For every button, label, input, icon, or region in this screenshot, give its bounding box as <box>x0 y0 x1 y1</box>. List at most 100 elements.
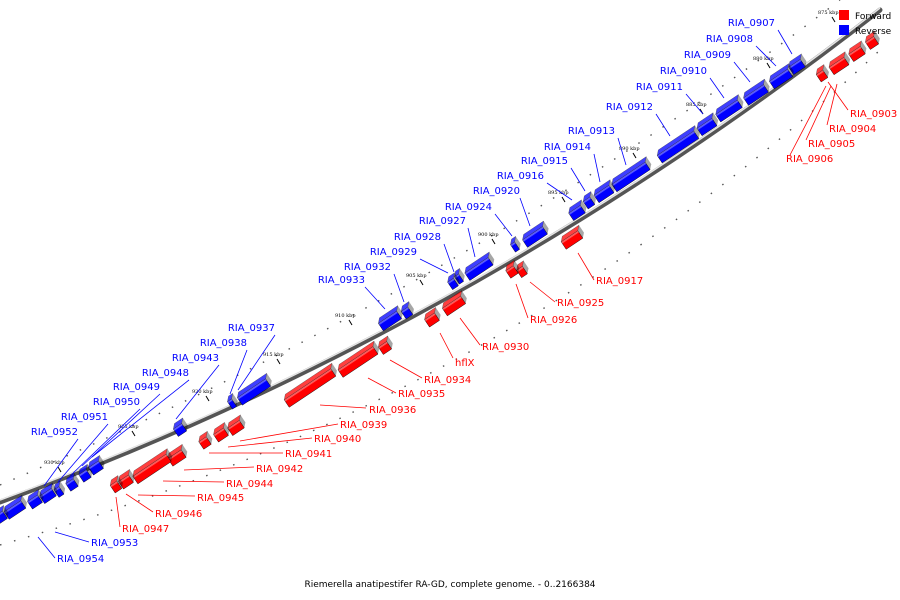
gene-label-ria-0944[interactable]: RIA_0944 <box>226 479 273 490</box>
reverse-gene-block-24[interactable] <box>52 480 68 498</box>
gene-label-hflx[interactable]: hflX <box>455 358 475 369</box>
reverse-gene-block-26[interactable] <box>25 489 46 510</box>
gene-label-ria-0910[interactable]: RIA_0910 <box>660 66 707 77</box>
gene-label-ria-0939[interactable]: RIA_0939 <box>340 420 387 431</box>
gene-label-ria-0951[interactable]: RIA_0951 <box>61 412 108 423</box>
forward-gene-block-3[interactable] <box>827 51 853 76</box>
gene-label-ria-0912[interactable]: RIA_0912 <box>606 102 653 113</box>
reverse-gene-block-17[interactable] <box>376 305 405 332</box>
gene-label-ria-0920[interactable]: RIA_0920 <box>473 186 520 197</box>
forward-gene-block-13[interactable] <box>225 414 247 436</box>
reverse-gene-block-27[interactable] <box>2 494 29 520</box>
forward-gene-block-18[interactable] <box>116 469 137 490</box>
gene-label-ria-0948[interactable]: RIA_0948 <box>142 368 189 379</box>
gene-label-ria-0938[interactable]: RIA_0938 <box>200 338 247 349</box>
reverse-gene-block-1[interactable] <box>786 53 808 75</box>
gene-label-ria-0916[interactable]: RIA_0916 <box>497 171 544 182</box>
gene-label-ria-0934[interactable]: RIA_0934 <box>424 375 471 386</box>
gene-label-ria-0936[interactable]: RIA_0936 <box>369 405 416 416</box>
forward-gene-block-4[interactable] <box>814 64 831 83</box>
gene-label-ria-0935[interactable]: RIA_0935 <box>398 389 445 400</box>
gene-label-ria-0904[interactable]: RIA_0904 <box>829 124 876 135</box>
reverse-gene-block-22[interactable] <box>77 463 95 483</box>
gene-label-ria-0947[interactable]: RIA_0947 <box>122 524 169 535</box>
forward-gene-block-5[interactable] <box>559 224 586 250</box>
gene-label-ria-0913[interactable]: RIA_0913 <box>568 126 615 137</box>
gene-label-ria-0907[interactable]: RIA_0907 <box>728 18 775 29</box>
reverse-gene-block-14[interactable] <box>452 267 467 285</box>
forward-gene-block-16[interactable] <box>166 443 190 467</box>
reverse-gene-block-25[interactable] <box>37 482 59 504</box>
gene-label-ria-0906[interactable]: RIA_0906 <box>786 154 833 165</box>
gene-label-ria-0953[interactable]: RIA_0953 <box>91 538 138 549</box>
gene-label-ria-0925[interactable]: RIA_0925 <box>557 298 604 309</box>
gene-label-ria-0905[interactable]: RIA_0905 <box>808 139 855 150</box>
gene-label-ria-0945[interactable]: RIA_0945 <box>197 493 244 504</box>
reverse-gene-block-16[interactable] <box>399 301 416 320</box>
gene-label-ria-0917[interactable]: RIA_0917 <box>596 276 643 287</box>
reverse-gene-block-15[interactable] <box>445 272 461 290</box>
gene-label-ria-0954[interactable]: RIA_0954 <box>57 554 104 565</box>
gene-label-ria-0940[interactable]: RIA_0940 <box>314 434 361 445</box>
gene-label-ria-0926[interactable]: RIA_0926 <box>530 315 577 326</box>
gene-label-ria-0914[interactable]: RIA_0914 <box>544 142 591 153</box>
gene-label-ria-0903[interactable]: RIA_0903 <box>850 109 897 120</box>
reverse-gene-block-28[interactable] <box>0 505 11 526</box>
gene-label-ria-0909[interactable]: RIA_0909 <box>684 50 731 61</box>
forward-gene-block-17[interactable] <box>131 448 175 485</box>
forward-gene-block-10[interactable] <box>376 335 395 355</box>
forward-gene-block-15[interactable] <box>197 430 215 450</box>
reverse-gene-block-19[interactable] <box>225 392 240 410</box>
forward-gene-block-9[interactable] <box>440 290 469 317</box>
reverse-gene-block-4[interactable] <box>713 94 745 123</box>
gene-label-ria-0924[interactable]: RIA_0924 <box>445 202 492 213</box>
gene-label-ria-0937[interactable]: RIA_0937 <box>228 323 275 334</box>
forward-gene-block-14[interactable] <box>211 422 232 443</box>
reverse-gene-block-11[interactable] <box>520 220 551 248</box>
gene-label-ria-0946[interactable]: RIA_0946 <box>155 509 202 520</box>
gene-label-ria-0942[interactable]: RIA_0942 <box>256 464 303 475</box>
gene-label-ria-0915[interactable]: RIA_0915 <box>521 156 568 167</box>
reverse-gene-block-20[interactable] <box>171 417 190 437</box>
gene-label-ria-0930[interactable]: RIA_0930 <box>482 342 529 353</box>
gene-label-ria-0952[interactable]: RIA_0952 <box>31 427 78 438</box>
forward-gene-block-12[interactable] <box>282 362 339 408</box>
reverse-gene-block-10[interactable] <box>566 199 588 221</box>
forward-gene-block-19[interactable] <box>108 475 125 494</box>
gene-label-ria-0933[interactable]: RIA_0933 <box>318 275 365 286</box>
reverse-gene-block-21[interactable] <box>86 455 107 476</box>
reverse-gene-block-9[interactable] <box>581 191 598 210</box>
reverse-gene-block-3[interactable] <box>741 78 772 106</box>
forward-gene-block-2[interactable] <box>846 40 868 62</box>
gene-label-ria-0927[interactable]: RIA_0927 <box>419 216 466 227</box>
forward-gene-block-7[interactable] <box>504 259 522 279</box>
reverse-gene-block-5[interactable] <box>695 112 721 137</box>
reverse-gene-block-2[interactable] <box>767 63 796 90</box>
gene-label-ria-0928[interactable]: RIA_0928 <box>394 232 441 243</box>
forward-gene-block-1[interactable] <box>863 30 882 50</box>
leader-line-ria-0939 <box>239 423 339 442</box>
gene-label-ria-0911[interactable]: RIA_0911 <box>636 82 683 93</box>
forward-gene-block-6[interactable] <box>514 260 530 278</box>
forward-gene-block-11[interactable] <box>336 340 381 378</box>
gene-label-ria-0950[interactable]: RIA_0950 <box>93 397 140 408</box>
gene-label-ria-0932[interactable]: RIA_0932 <box>344 262 391 273</box>
gene-label-ria-0941[interactable]: RIA_0941 <box>285 449 332 460</box>
gene-label-ria-0943[interactable]: RIA_0943 <box>172 353 219 364</box>
scale-tick-885-kbp: 885 kbp <box>686 102 707 108</box>
reverse-gene-block-7[interactable] <box>610 156 654 193</box>
leader-line-ria-0913 <box>617 137 627 166</box>
forward-gene-block-8[interactable] <box>422 307 443 328</box>
reverse-gene-block-6[interactable] <box>655 125 702 164</box>
scale-ticks: 875 kbp 880 kbp 885 kbp 890 kbp 895 kbp 900 k… <box>44 10 839 473</box>
reverse-gene-block-23[interactable] <box>64 472 82 492</box>
reverse-gene-block-12[interactable] <box>508 235 523 253</box>
scale-tick-900-kbp: 900 kbp <box>478 232 499 238</box>
leader-line-ria-0945 <box>137 494 196 497</box>
gene-label-ria-0929[interactable]: RIA_0929 <box>370 247 417 258</box>
reverse-gene-block-8[interactable] <box>592 179 618 204</box>
gene-label-ria-0949[interactable]: RIA_0949 <box>113 382 160 393</box>
reverse-gene-block-13[interactable] <box>463 251 497 281</box>
gene-label-ria-0908[interactable]: RIA_0908 <box>706 34 753 45</box>
reverse-gene-block-18[interactable] <box>235 372 274 406</box>
